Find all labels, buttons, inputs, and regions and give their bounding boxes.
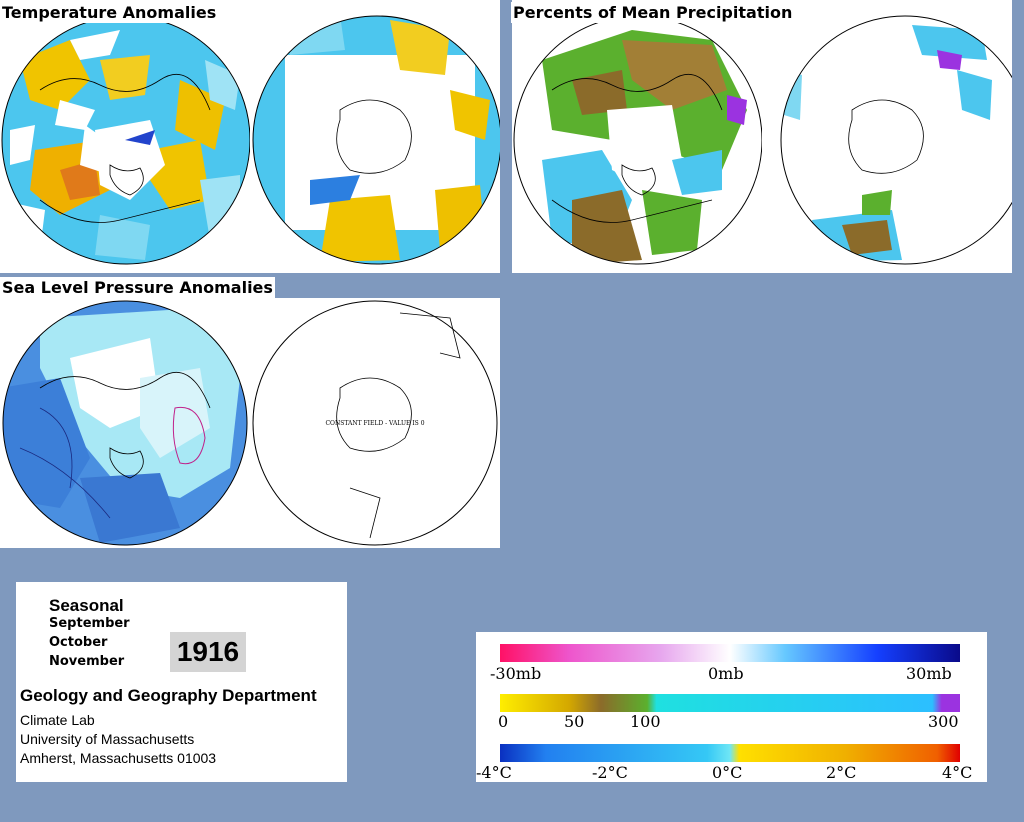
temperature-northern-hemisphere-map bbox=[1, 15, 250, 265]
pressure-colorbar bbox=[500, 644, 960, 662]
year-label: 1916 bbox=[170, 632, 246, 672]
precip-label-0: 0 bbox=[498, 712, 509, 731]
temperature-panel bbox=[0, 0, 500, 273]
pressure-label-mid: 0mb bbox=[708, 664, 744, 683]
pressure-label-min: -30mb bbox=[490, 664, 542, 683]
month-3: November bbox=[49, 654, 125, 669]
temperature-label-neg2: -2°C bbox=[592, 763, 628, 782]
temperature-panel-title: Temperature Anomalies bbox=[0, 2, 219, 23]
temperature-label-0: 0°C bbox=[712, 763, 743, 782]
slp-southern-hemisphere-map: CONSTANT FIELD - VALUE IS 0 bbox=[252, 300, 498, 546]
precip-label-50: 50 bbox=[564, 712, 585, 731]
lab-label: Climate Lab bbox=[20, 712, 95, 728]
month-1: September bbox=[49, 616, 130, 631]
precipitation-southern-hemisphere-map bbox=[780, 15, 1012, 265]
city-label: Amherst, Massachusetts 01003 bbox=[20, 750, 217, 766]
temperature-southern-hemisphere-map bbox=[252, 15, 500, 265]
temperature-label-2: 2°C bbox=[826, 763, 857, 782]
color-legend: -30mb 0mb 30mb 0 50 100 300 -4°C -2°C 0°… bbox=[476, 632, 987, 782]
slp-panel-title: Sea Level Pressure Anomalies bbox=[0, 277, 275, 298]
slp-northern-hemisphere-map bbox=[2, 300, 248, 546]
department-label: Geology and Geography Department bbox=[20, 686, 317, 705]
precip-label-300: 300 bbox=[928, 712, 959, 731]
info-box: Seasonal September October November 1916… bbox=[16, 582, 347, 782]
precipitation-panel bbox=[512, 0, 1012, 273]
temperature-label-neg4: -4°C bbox=[476, 763, 512, 782]
precip-colorbar bbox=[500, 694, 960, 712]
pressure-label-max: 30mb bbox=[906, 664, 952, 683]
precipitation-northern-hemisphere-map bbox=[513, 15, 762, 265]
slp-panel: CONSTANT FIELD - VALUE IS 0 bbox=[0, 298, 500, 548]
temperature-label-4: 4°C bbox=[942, 763, 973, 782]
university-label: University of Massachusetts bbox=[20, 731, 195, 747]
precip-label-100: 100 bbox=[630, 712, 661, 731]
temperature-colorbar bbox=[500, 744, 960, 762]
month-2: October bbox=[49, 635, 108, 650]
constant-field-note: CONSTANT FIELD - VALUE IS 0 bbox=[325, 420, 424, 427]
season-label: Seasonal bbox=[49, 596, 124, 615]
precipitation-panel-title: Percents of Mean Precipitation bbox=[511, 2, 795, 23]
